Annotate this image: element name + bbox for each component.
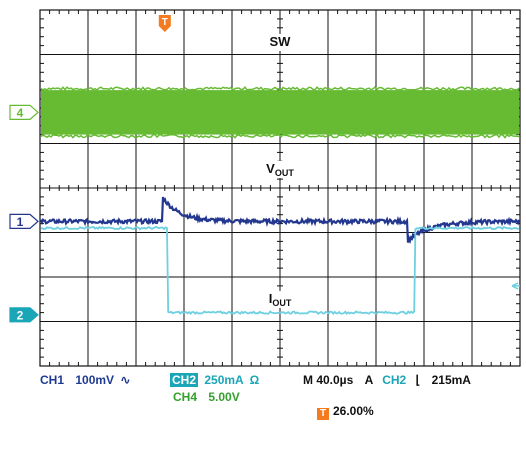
- ch1-ground-marker: [9, 213, 39, 229]
- ch4-sw-trace: [41, 90, 519, 135]
- vout-label-bg: [260, 161, 300, 178]
- ch4-sw-edge: [40, 86, 520, 92]
- ch4-marker-label: 4: [17, 106, 24, 120]
- trigger-marker-icon: [158, 15, 171, 32]
- trigger-marker-label: T: [162, 17, 168, 28]
- sw-label-bg: [265, 34, 295, 51]
- trigger-level-arrow-icon: [511, 282, 520, 290]
- ch1-marker-label: 1: [17, 215, 24, 229]
- trace-labels: SW VOUT IOUT: [260, 34, 300, 308]
- ch2-marker-label: 2: [17, 308, 24, 322]
- channel-markers: 4 1 2 T: [9, 15, 520, 323]
- iout-label-bg: [260, 291, 300, 308]
- ch4-sw-edge: [40, 133, 520, 139]
- ch2-ground-marker: [9, 307, 39, 323]
- ch1-vout-trace: [39, 196, 521, 245]
- traces: [39, 86, 521, 316]
- iout-label: IOUT: [269, 291, 292, 308]
- graticule: [39, 9, 521, 367]
- sw-label: SW: [270, 34, 292, 49]
- vout-label: VOUT: [266, 161, 294, 178]
- ch4-ground-marker: [9, 104, 39, 120]
- ch2-iout-trace: [40, 225, 520, 316]
